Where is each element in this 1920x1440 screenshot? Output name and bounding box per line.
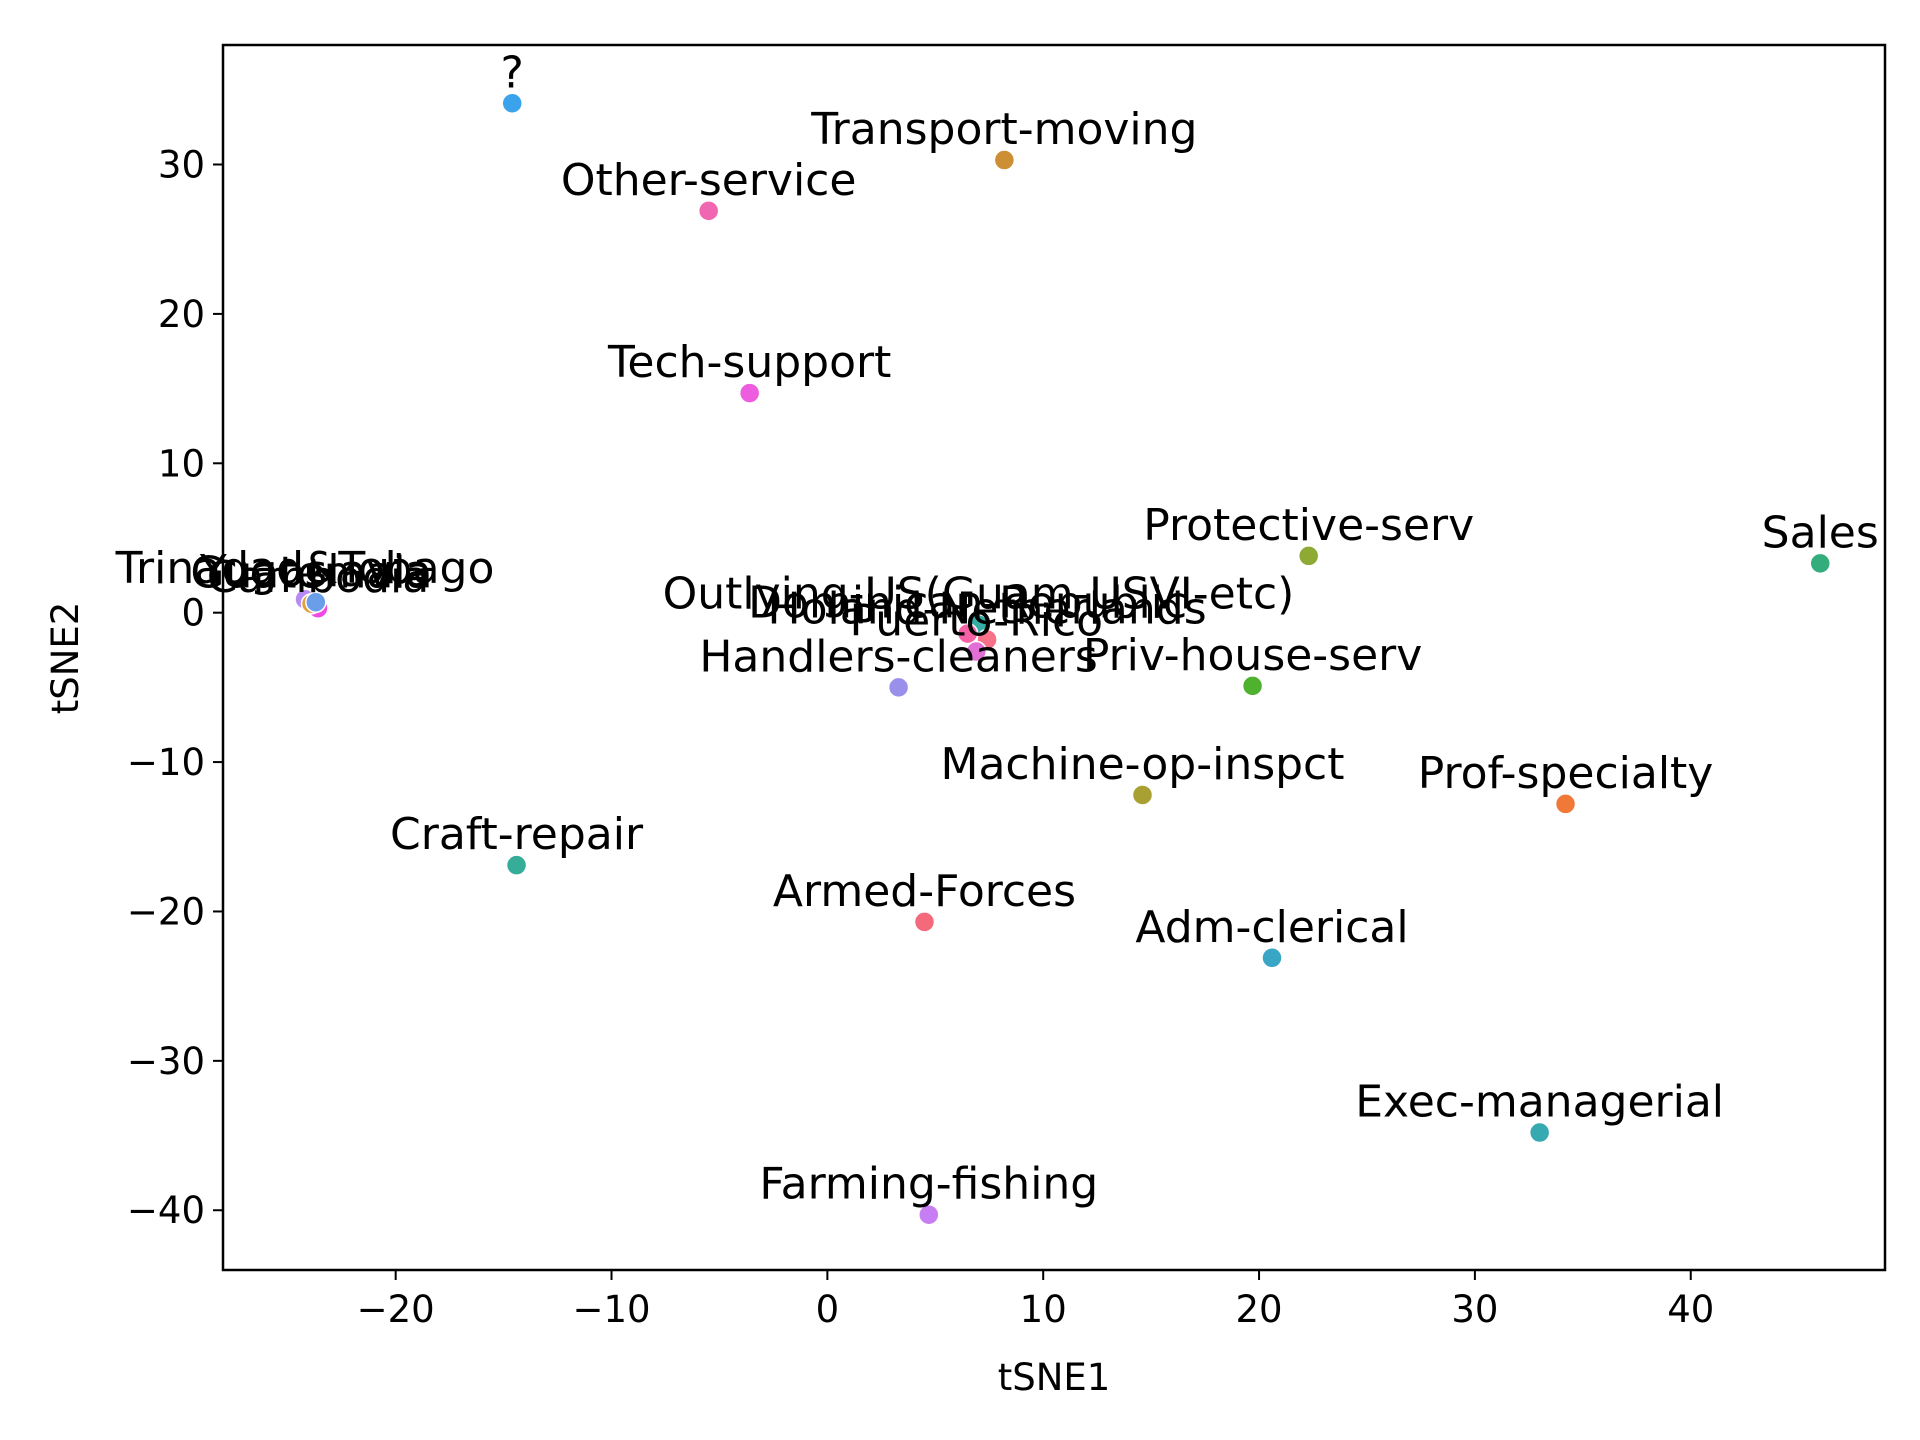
point-label: Priv-house-serv bbox=[1083, 630, 1423, 681]
y-tick-label: 10 bbox=[158, 442, 205, 485]
scatter-point bbox=[1528, 1121, 1551, 1144]
scatter-point bbox=[1554, 793, 1577, 815]
x-tick-label: 30 bbox=[1451, 1288, 1498, 1331]
point-label: Machine-op-inspct bbox=[940, 739, 1344, 790]
scatter-point bbox=[738, 382, 761, 404]
point-label: Other-service bbox=[561, 155, 857, 206]
scatter-point bbox=[1297, 545, 1320, 567]
point-label: Exec-managerial bbox=[1355, 1077, 1724, 1128]
point-label: Protective-serv bbox=[1143, 500, 1474, 551]
y-tick-label: 30 bbox=[158, 144, 205, 187]
y-tick-label: 0 bbox=[181, 592, 205, 635]
scatter-point bbox=[965, 640, 988, 663]
point-label: Handlers-cleaners bbox=[699, 631, 1097, 682]
point-label: ? bbox=[501, 47, 524, 98]
point-label: Sales bbox=[1762, 507, 1879, 558]
y-tick-label: −40 bbox=[127, 1189, 205, 1232]
scatter-point bbox=[913, 911, 936, 933]
x-tick-label: 10 bbox=[1020, 1288, 1067, 1331]
point-label: Armed-Forces bbox=[773, 866, 1076, 917]
scatter-point bbox=[887, 676, 910, 699]
scatter-point bbox=[1809, 552, 1831, 575]
x-tick-label: 20 bbox=[1236, 1288, 1283, 1331]
point-label: Trinadad&Tobago bbox=[115, 543, 495, 594]
scatter-point bbox=[918, 1203, 940, 1226]
y-axis-label: tSNE2 bbox=[44, 602, 87, 715]
y-axis-ticks: −40 −30 −20 −10 0 10 20 30 bbox=[127, 144, 223, 1232]
x-axis-label: tSNE1 bbox=[998, 1356, 1111, 1399]
x-tick-label: 40 bbox=[1667, 1288, 1714, 1331]
y-tick-label: 20 bbox=[158, 293, 205, 336]
point-label: Dominican-Republic bbox=[748, 578, 1187, 629]
point-label: Farming-fishing bbox=[759, 1159, 1098, 1210]
point-label: Cambodia bbox=[207, 552, 430, 603]
point-label: Adm-clerical bbox=[1135, 902, 1408, 953]
point-label: Tech-support bbox=[607, 337, 891, 388]
point-label: Guatemala bbox=[190, 548, 432, 599]
point-label: Puerto-Rico bbox=[849, 596, 1103, 647]
scatter-points bbox=[294, 92, 1831, 1226]
scatter-point bbox=[1261, 947, 1283, 969]
scatter-point bbox=[1131, 784, 1154, 806]
y-tick-label: −30 bbox=[127, 1040, 205, 1083]
point-label: Craft-repair bbox=[390, 809, 644, 860]
plot-frame bbox=[221, 43, 1887, 1272]
x-tick-label: −10 bbox=[572, 1288, 650, 1331]
y-tick-label: −20 bbox=[127, 890, 205, 933]
scatter-point bbox=[505, 854, 528, 876]
scatter-point bbox=[305, 591, 327, 613]
scatter-point bbox=[501, 92, 523, 115]
point-label: Prof-specialty bbox=[1418, 748, 1714, 799]
scatter-point bbox=[993, 149, 1016, 171]
point-label: Holand-Netherlands bbox=[768, 584, 1207, 635]
x-tick-label: 0 bbox=[816, 1288, 840, 1331]
x-tick-label: −20 bbox=[357, 1288, 435, 1331]
x-axis-ticks: −20 −10 0 10 20 30 40 bbox=[357, 1270, 1714, 1331]
point-label: Transport-moving bbox=[810, 104, 1197, 155]
point-label: Yugoslavia bbox=[199, 546, 432, 597]
scatter-point bbox=[697, 200, 720, 222]
point-label: Outlying-US(Guam-USVI-etc) bbox=[663, 569, 1295, 620]
scatter-point bbox=[956, 622, 979, 645]
scatter-point bbox=[1241, 675, 1264, 697]
y-tick-label: −10 bbox=[127, 741, 205, 784]
